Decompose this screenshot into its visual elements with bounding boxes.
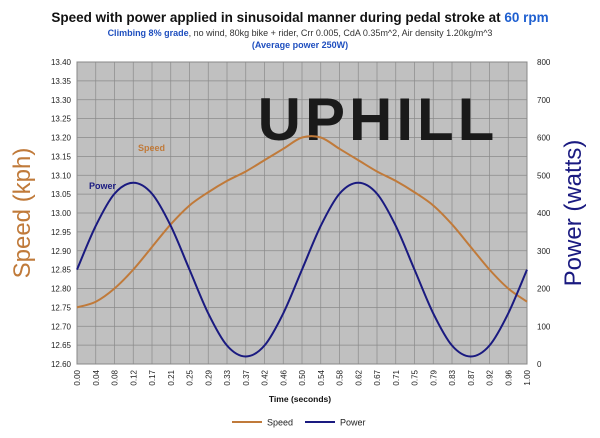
left-tick-label: 12.90 xyxy=(51,247,72,256)
x-tick-label: 0.46 xyxy=(279,369,288,385)
right-tick-label: 700 xyxy=(537,96,551,105)
x-tick-label: 0.29 xyxy=(204,369,213,385)
chart-title: Speed with power applied in sinusoidal m… xyxy=(51,10,548,25)
x-tick-label: 0.96 xyxy=(504,369,513,385)
left-tick-label: 12.65 xyxy=(51,341,72,350)
power-series-line xyxy=(76,181,528,358)
right-axis-ticks: 0 100 200 300 400 500 600 700 800 xyxy=(537,58,551,369)
left-axis-label: Speed (kph) xyxy=(9,148,36,279)
left-tick-label: 13.00 xyxy=(51,209,72,218)
x-tick-label: 0.50 xyxy=(298,369,307,385)
right-tick-label: 800 xyxy=(537,58,551,67)
left-tick-label: 12.70 xyxy=(51,322,72,331)
x-tick-label: 0.17 xyxy=(148,369,157,385)
right-axis-label: Power (watts) xyxy=(560,140,587,287)
right-tick-label: 0 xyxy=(537,360,542,369)
left-tick-label: 12.85 xyxy=(51,266,72,275)
speed-series-line xyxy=(76,135,528,309)
left-tick-label: 12.95 xyxy=(51,228,72,237)
legend-speed-label: Speed xyxy=(267,418,293,428)
x-tick-label: 0.71 xyxy=(392,369,401,385)
left-tick-label: 13.20 xyxy=(51,134,72,143)
x-tick-label: 0.79 xyxy=(429,369,438,385)
right-tick-label: 300 xyxy=(537,247,551,256)
x-tick-label: 1.00 xyxy=(523,369,532,385)
x-tick-label: 0.54 xyxy=(317,369,326,385)
x-tick-label: 0.21 xyxy=(167,369,176,385)
right-tick-label: 400 xyxy=(537,209,551,218)
power-annotation: Power xyxy=(89,181,117,191)
chart-title-rpm: 60 rpm xyxy=(504,10,548,25)
x-tick-label: 0.12 xyxy=(129,369,138,385)
chart-subtitle: Climbing 8% grade, no wind, 80kg bike + … xyxy=(108,28,493,38)
uphill-watermark: UPHILL xyxy=(258,86,499,153)
x-tick-label: 0.04 xyxy=(92,369,101,385)
x-axis-label: Time (seconds) xyxy=(269,394,331,404)
left-tick-label: 13.05 xyxy=(51,190,72,199)
x-tick-label: 0.92 xyxy=(486,369,495,385)
left-tick-label: 12.60 xyxy=(51,360,72,369)
x-tick-label: 0.33 xyxy=(223,369,232,385)
left-tick-label: 12.80 xyxy=(51,285,72,294)
x-axis-ticks: 0.00 0.04 0.08 0.12 0.17 0.21 0.25 0.29 0.33 0.37… xyxy=(73,369,532,385)
legend: Speed Power xyxy=(232,418,366,428)
left-tick-label: 13.15 xyxy=(51,152,72,161)
left-tick-label: 13.25 xyxy=(51,115,72,124)
left-tick-label: 12.75 xyxy=(51,303,72,312)
x-tick-label: 0.67 xyxy=(373,369,382,385)
grid xyxy=(76,61,528,365)
left-tick-label: 13.40 xyxy=(51,58,72,67)
x-tick-label: 0.00 xyxy=(73,369,82,385)
left-tick-label: 13.10 xyxy=(51,171,72,180)
x-tick-label: 0.42 xyxy=(261,369,270,385)
x-tick-label: 0.58 xyxy=(336,369,345,385)
x-tick-label: 0.37 xyxy=(242,369,251,385)
right-tick-label: 200 xyxy=(537,285,551,294)
left-tick-label: 13.30 xyxy=(51,96,72,105)
right-tick-label: 500 xyxy=(537,171,551,180)
left-tick-label: 13.35 xyxy=(51,77,72,86)
x-tick-label: 0.62 xyxy=(354,369,363,385)
speed-annotation: Speed xyxy=(138,143,165,153)
right-tick-label: 600 xyxy=(537,134,551,143)
left-axis-ticks: 12.60 12.65 12.70 12.75 12.80 12.85 12.90 12.95… xyxy=(51,58,72,369)
x-tick-label: 0.83 xyxy=(448,369,457,385)
average-power-note: (Average power 250W) xyxy=(252,40,348,50)
x-tick-label: 0.75 xyxy=(411,369,420,385)
x-tick-label: 0.25 xyxy=(186,369,195,385)
x-tick-label: 0.08 xyxy=(111,369,120,385)
right-tick-label: 100 xyxy=(537,322,551,331)
x-tick-label: 0.87 xyxy=(467,369,476,385)
legend-power-label: Power xyxy=(340,418,366,428)
